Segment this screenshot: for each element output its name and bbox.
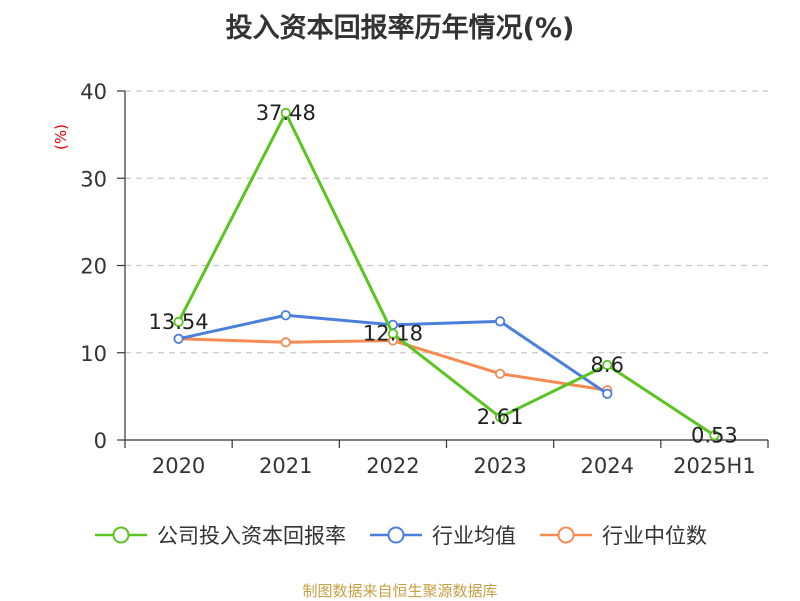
legend-item-industry-median[interactable]: 行业中位数	[538, 520, 707, 550]
legend-item-company-roic[interactable]: 公司投入资本回报率	[93, 520, 346, 550]
y-tick-label-20: 20	[80, 255, 107, 279]
data-label-company-roic-2022: 12.18	[363, 322, 423, 346]
data-label-company-roic-2021: 37.48	[256, 101, 316, 125]
data-point-industry-mean-2023	[494, 316, 506, 327]
legend-label-industry-mean: 行业均值	[432, 524, 516, 548]
legend-item-industry-mean[interactable]: 行业均值	[368, 520, 516, 550]
x-tick-label-2023: 2023	[473, 454, 526, 478]
x-tick-label-2021: 2021	[259, 454, 312, 478]
y-tick-label-30: 30	[80, 167, 107, 191]
x-tick-label-2024: 2024	[581, 454, 634, 478]
data-point-company-roic-2025H1	[709, 430, 720, 441]
data-label-company-roic-2023: 2.61	[477, 405, 524, 429]
data-point-industry-mean-2020	[173, 333, 184, 344]
legend-label-industry-median: 行业中位数	[602, 524, 707, 548]
data-point-industry-mean-2024	[602, 388, 613, 399]
data-point-industry-mean-2021	[280, 310, 291, 321]
legend-marker-industry-median	[540, 526, 592, 544]
legend-marker-industry-mean	[370, 526, 422, 544]
x-tick-label-2025H1: 2025H1	[673, 454, 756, 478]
x-tick-label-2022: 2022	[366, 454, 419, 478]
y-tick-label-40: 40	[80, 80, 107, 104]
series-line-company-roic	[177, 111, 716, 437]
y-tick-label-10: 10	[80, 342, 107, 366]
chart-title: 投入资本回报率历年情况(%)	[225, 13, 575, 44]
x-tick-label-2020: 2020	[152, 454, 205, 478]
series-line-industry-median	[178, 337, 608, 392]
legend: 公司投入资本回报率 行业均值 行业中位数	[0, 520, 800, 550]
data-point-company-roic-2021	[280, 107, 291, 119]
legend-marker-company-roic	[95, 526, 147, 544]
data-point-company-roic-2024	[602, 359, 613, 371]
y-tick-label-0: 0	[94, 429, 107, 453]
data-label-company-roic-2024: 8.6	[591, 353, 624, 377]
data-point-company-roic-2020	[173, 316, 184, 327]
data-label-company-roic-2025H1: 0.53	[691, 423, 738, 447]
data-point-company-roic-2022	[387, 328, 399, 339]
data-point-industry-median-2023	[494, 368, 506, 379]
legend-label-company-roic: 公司投入资本回报率	[157, 524, 346, 548]
data-label-company-roic-2020: 13.54	[149, 310, 209, 334]
data-point-company-roic-2023	[494, 412, 506, 423]
data-point-industry-median-2021	[280, 337, 291, 348]
data-source-note: 制图数据来自恒生聚源数据库	[302, 582, 498, 600]
